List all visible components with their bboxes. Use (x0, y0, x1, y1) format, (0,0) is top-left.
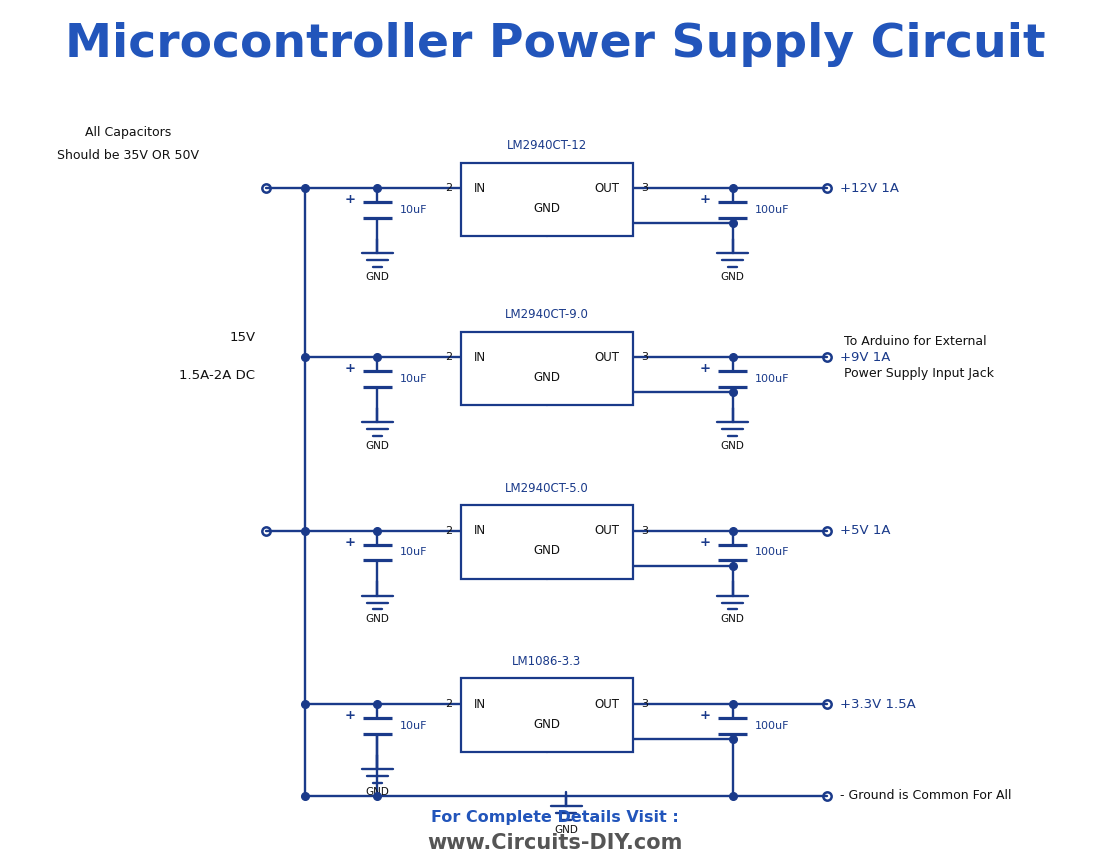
Text: +: + (344, 362, 355, 375)
Text: OUT: OUT (594, 525, 619, 538)
Text: IN: IN (474, 525, 486, 538)
Text: GND: GND (365, 787, 390, 798)
Text: IN: IN (474, 698, 486, 711)
Text: LM2940CT-12: LM2940CT-12 (506, 140, 587, 153)
Text: GND: GND (533, 202, 561, 215)
Text: LM1086-3.3: LM1086-3.3 (512, 655, 582, 668)
Text: +3.3V 1.5A: +3.3V 1.5A (840, 698, 916, 711)
Text: IN: IN (474, 182, 486, 195)
Text: +12V 1A: +12V 1A (840, 182, 899, 195)
Text: 10uF: 10uF (400, 205, 427, 215)
Text: OUT: OUT (594, 698, 619, 711)
Bar (461, 678, 633, 753)
Text: Power Supply Input Jack: Power Supply Input Jack (844, 367, 993, 380)
Text: 3: 3 (642, 352, 648, 362)
Text: 2: 2 (445, 183, 452, 193)
Text: GND: GND (533, 371, 561, 384)
Text: GND: GND (720, 614, 745, 624)
Text: +: + (344, 536, 355, 549)
Text: 2: 2 (445, 699, 452, 709)
Text: 10uF: 10uF (400, 547, 427, 557)
Text: 100uF: 100uF (755, 374, 789, 384)
Text: 1.5A-2A DC: 1.5A-2A DC (180, 368, 255, 381)
Text: OUT: OUT (594, 351, 619, 364)
Text: GND: GND (720, 271, 745, 282)
Text: For Complete Details Visit :: For Complete Details Visit : (431, 810, 679, 825)
Text: 3: 3 (642, 183, 648, 193)
Text: LM2940CT-9.0: LM2940CT-9.0 (505, 309, 588, 322)
Text: 10uF: 10uF (400, 720, 427, 731)
Text: +: + (344, 193, 355, 206)
Text: GND: GND (365, 271, 390, 282)
Text: GND: GND (720, 440, 745, 451)
Text: +: + (699, 193, 710, 206)
Text: +9V 1A: +9V 1A (840, 351, 890, 364)
Text: +: + (699, 709, 710, 722)
Text: OUT: OUT (594, 182, 619, 195)
Text: 100uF: 100uF (755, 720, 789, 731)
Bar (461, 163, 633, 236)
Text: 100uF: 100uF (755, 205, 789, 215)
Text: 2: 2 (445, 352, 452, 362)
Text: GND: GND (533, 544, 561, 557)
Text: - Ground is Common For All: - Ground is Common For All (840, 790, 1012, 802)
Text: GND: GND (365, 440, 390, 451)
Text: To Arduino for External: To Arduino for External (844, 336, 986, 349)
Text: 15V: 15V (229, 331, 255, 344)
Text: Should be 35V OR 50V: Should be 35V OR 50V (57, 149, 199, 162)
Text: GND: GND (554, 825, 578, 835)
Text: 100uF: 100uF (755, 547, 789, 557)
Text: Microcontroller Power Supply Circuit: Microcontroller Power Supply Circuit (64, 22, 1046, 67)
Text: +: + (699, 536, 710, 549)
Text: LM2940CT-5.0: LM2940CT-5.0 (505, 482, 588, 494)
Text: 2: 2 (445, 525, 452, 536)
Text: 3: 3 (642, 525, 648, 536)
Text: IN: IN (474, 351, 486, 364)
Text: +5V 1A: +5V 1A (840, 525, 890, 538)
Text: +: + (699, 362, 710, 375)
Text: GND: GND (365, 614, 390, 624)
Text: 3: 3 (642, 699, 648, 709)
Text: +: + (344, 709, 355, 722)
Bar (461, 332, 633, 406)
Text: 10uF: 10uF (400, 374, 427, 384)
Bar (461, 505, 633, 579)
Text: GND: GND (533, 718, 561, 731)
Text: www.Circuits-DIY.com: www.Circuits-DIY.com (427, 832, 683, 853)
Text: All Capacitors: All Capacitors (84, 126, 171, 139)
